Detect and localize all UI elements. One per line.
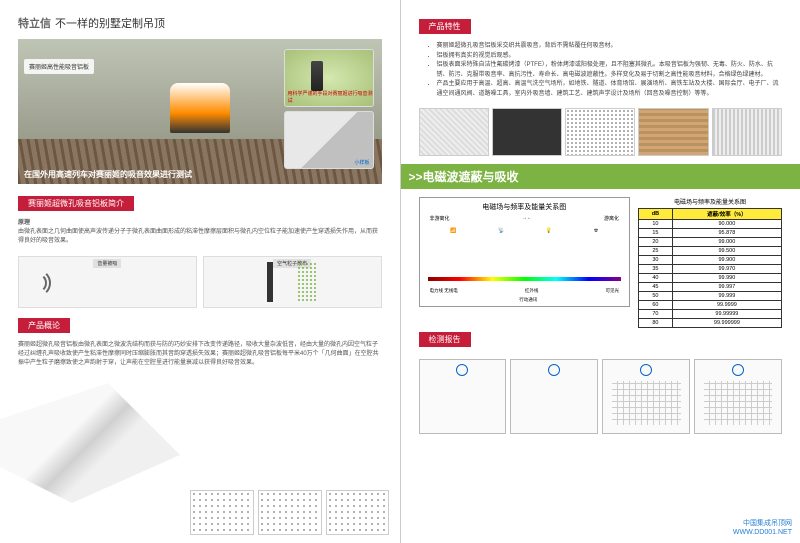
features-list: 赛丽姬超微孔吸音铝板采交织共震吸音，背后不需粘覆任何吸音材。铝板拥有真实的视觉后… bbox=[419, 38, 783, 104]
shielding-table: 电磁场与频率及能量关系图 dB遮蔽/效率（%） 1090.0001595.878… bbox=[638, 197, 782, 328]
section-reports-title: 检测报告 bbox=[419, 332, 471, 347]
section-overview-body: 赛丽姬超微孔吸音铝板由微孔表面之微波洗结构而获与防的巧妙安排下改变传递路径，吸收… bbox=[18, 337, 382, 372]
perforation-samples bbox=[190, 490, 390, 535]
brand-header: 特立信不一样的别墅定制吊顶 bbox=[18, 15, 382, 31]
frequency-chart: 电磁场与频率及能量关系图 非游离化→←游离化 📶📡💡☢ 电力线 无线电红外线可见… bbox=[419, 197, 631, 307]
panel-product-image bbox=[0, 383, 180, 503]
texture-samples bbox=[419, 108, 783, 156]
hero-image: 赛丽姬高性能吸音铝板 用科学严谨的手段对赛丽姬进行吸音测试 小样板 在国外用高速… bbox=[18, 39, 382, 184]
hero-caption: 在国外用高速列车对赛丽姬的吸音效果进行测试 bbox=[24, 169, 192, 180]
section-overview-title: 产品概论 bbox=[18, 318, 70, 333]
section-intro-body: 原理由微孔表面之几何曲面使高声波传递分子于微孔表面曲面形成的粘滞性摩擦层面积与微… bbox=[18, 215, 382, 250]
section-features-title: 产品特性 bbox=[419, 19, 471, 34]
emw-banner: >>电磁波遮蔽与吸收 bbox=[401, 164, 800, 189]
section-intro-title: 赛丽姬超微孔吸音铝板简介 bbox=[18, 196, 134, 211]
inset-sample: 小样板 bbox=[284, 111, 374, 169]
watermark: 中国集成吊顶网WWW.DD001.NET bbox=[733, 520, 792, 537]
acoustic-diagrams: 音量被吸 空气粒子散布 bbox=[18, 256, 382, 308]
inset-testing: 用科学严谨的手段对赛丽姬进行吸音测试 bbox=[284, 49, 374, 107]
certificates bbox=[419, 359, 783, 434]
hero-label: 赛丽姬高性能吸音铝板 bbox=[24, 59, 94, 74]
